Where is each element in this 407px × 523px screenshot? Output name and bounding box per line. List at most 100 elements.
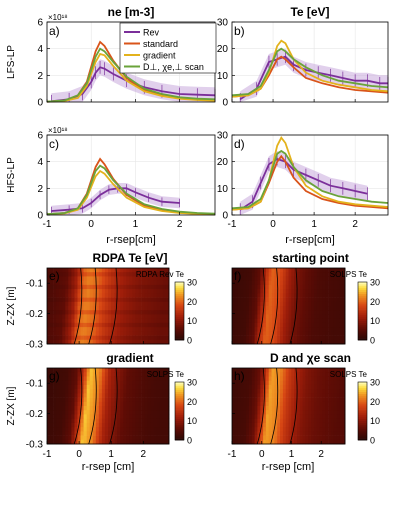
heatmap-cell	[274, 427, 278, 432]
heatmap-cell	[328, 414, 332, 419]
heatmap-cell	[156, 335, 161, 341]
heatmap-cell	[319, 418, 323, 424]
heatmap-cell	[153, 268, 158, 273]
heatmap-cell	[330, 284, 335, 290]
heatmap-cell	[104, 327, 109, 332]
heatmap-cell	[132, 268, 136, 273]
heatmap-cell	[246, 293, 250, 298]
heatmap-cell	[288, 335, 292, 341]
heatmap-cell	[271, 268, 275, 273]
heatmap-cell	[153, 406, 158, 411]
heatmap-cell	[71, 422, 75, 428]
heatmap-cell	[138, 427, 142, 432]
heatmap-cell	[153, 306, 158, 311]
heatmap-cell	[50, 322, 54, 328]
heatmap-cell	[322, 268, 326, 273]
heatmap-cell	[271, 439, 275, 445]
heatmap-cell	[89, 280, 94, 286]
heatmap-cell	[319, 322, 323, 328]
heatmap-cell	[62, 272, 66, 277]
heatmap-cell	[101, 289, 106, 294]
heatmap-cell	[265, 339, 270, 345]
heatmap-cell	[288, 268, 292, 273]
heatmap-cell	[299, 389, 303, 394]
heatmap-cell	[47, 414, 51, 419]
heatmap-cell	[297, 376, 301, 381]
heatmap-cell	[311, 439, 315, 445]
heatmap-cell	[299, 284, 303, 290]
colorbar-tick-label: 20	[187, 397, 197, 407]
heatmap-cell	[268, 401, 272, 407]
heatmap-cell	[135, 322, 139, 328]
heatmap-cell	[80, 297, 84, 303]
x-axis-label-c: r-rsep[cm]	[106, 234, 156, 246]
heatmap-cell	[150, 276, 155, 281]
heatmap-cell	[302, 368, 306, 373]
heatmap-cell	[162, 331, 167, 336]
heatmap-cell	[138, 393, 142, 398]
heatmap-cell	[77, 284, 81, 290]
heatmap-cell	[123, 293, 127, 298]
heatmap-cell	[150, 376, 155, 381]
heatmap-cell	[141, 427, 145, 432]
heatmap-cell	[86, 268, 91, 273]
heatmap-cell	[47, 327, 51, 332]
heatmap-cell	[342, 406, 346, 411]
heatmap-cell	[162, 422, 167, 428]
heatmap-cell	[144, 314, 148, 319]
heatmap-cell	[325, 268, 329, 273]
heatmap-cell	[117, 384, 121, 390]
heatmap-cell	[232, 401, 236, 407]
heatmap-cell	[260, 376, 264, 381]
heatmap-cell	[232, 397, 236, 403]
heatmap-cell	[141, 406, 145, 411]
heatmap-cell	[114, 435, 118, 441]
heatmap-cell	[237, 380, 241, 386]
heatmap-cell	[101, 339, 106, 345]
heatmap-cell	[159, 268, 164, 273]
heatmap-cell	[294, 427, 298, 432]
heatmap-cell	[328, 327, 332, 332]
heatmap-cell	[316, 397, 320, 403]
heatmap-cell	[56, 268, 60, 273]
heatmap-cell	[71, 389, 75, 394]
heatmap-cell	[89, 435, 94, 441]
heatmap-cell	[117, 284, 121, 290]
heatmap-cell	[132, 314, 136, 319]
heatmap-cell	[129, 422, 133, 428]
heatmap-cell	[308, 393, 312, 398]
heatmap-cell	[59, 422, 63, 428]
heatmap-cell	[342, 339, 346, 345]
heatmap-cell	[285, 393, 289, 398]
heatmap-cell	[56, 372, 60, 377]
heatmap-cell	[294, 289, 298, 294]
heatmap-cell	[246, 380, 250, 386]
heatmap-cell	[297, 368, 301, 373]
heatmap-cell	[263, 414, 267, 419]
heatmap-cell	[92, 368, 97, 373]
heatmap-cell	[330, 376, 335, 381]
heatmap-cell	[336, 431, 340, 436]
heatmap-cell	[291, 272, 295, 277]
heatmap-cell	[311, 376, 315, 381]
heatmap-cell	[263, 422, 267, 428]
heatmap-cell	[117, 276, 121, 281]
heatmap-cell	[243, 376, 247, 381]
heatmap-cell	[271, 276, 275, 281]
heatmap-cell	[98, 297, 103, 303]
x-tick-label: 1	[108, 449, 114, 460]
heatmap-cell	[50, 397, 54, 403]
heatmap-cell	[111, 372, 115, 377]
heatmap-cell	[288, 368, 292, 373]
heatmap-cell	[243, 410, 247, 415]
colorbar-segment	[358, 316, 367, 320]
colorbar-segment	[358, 295, 367, 298]
heatmap-cell	[319, 272, 323, 277]
heatmap-cell	[254, 331, 258, 336]
heatmap-cell	[342, 289, 346, 294]
heatmap-cell	[47, 297, 51, 303]
heatmap-cell	[89, 406, 94, 411]
heatmap-cell	[89, 310, 94, 315]
heatmap-cell	[325, 335, 329, 341]
heatmap-cell	[257, 276, 261, 281]
